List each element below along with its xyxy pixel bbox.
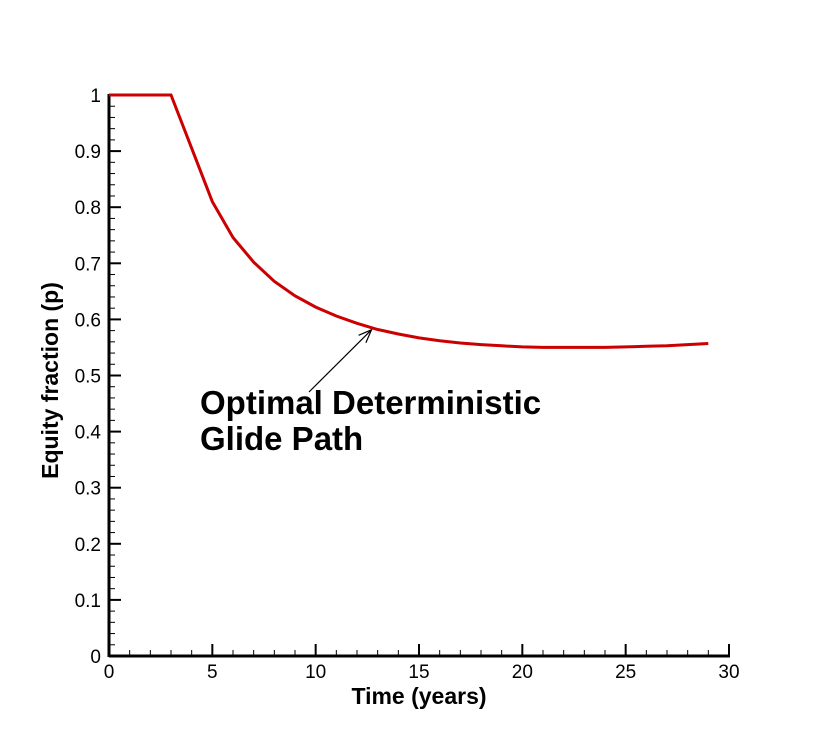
annotation-arrow xyxy=(308,329,372,393)
y-tick-label: 0.8 xyxy=(75,198,101,219)
y-tick-label: 0.6 xyxy=(75,310,101,331)
y-tick-label: 0.1 xyxy=(75,591,101,612)
y-tick-label: 0.9 xyxy=(75,142,101,163)
annotation-line-1: Optimal Deterministic xyxy=(200,384,541,421)
annotation-arrowhead xyxy=(358,328,373,343)
y-tick-label: 0.4 xyxy=(75,423,102,444)
y-tick-label: 0.7 xyxy=(75,254,101,275)
glide-path-line xyxy=(109,93,709,349)
y-tick-label: 1 xyxy=(90,86,101,107)
x-tick-label: 5 xyxy=(207,662,218,683)
y-tick-label: 0.5 xyxy=(75,367,101,388)
x-tick-label: 0 xyxy=(104,662,115,683)
y-tick-label: 0 xyxy=(90,647,101,668)
x-tick-label: 15 xyxy=(408,662,429,683)
y-tick-label: 0.2 xyxy=(75,535,101,556)
x-tick-label: 25 xyxy=(615,662,636,683)
annotation-line-2: Glide Path xyxy=(200,420,363,457)
y-tick-labels: 0 0.1 0.2 0.3 0.4 0.5 0.6 0.7 0.8 0.9 1 xyxy=(75,86,102,668)
x-axis-title: Time (years) xyxy=(351,683,486,709)
x-tick-labels: 0 5 10 15 20 25 30 xyxy=(104,662,740,683)
y-tick-label: 0.3 xyxy=(75,479,101,500)
major-ticks xyxy=(108,94,730,657)
y-axis-title: Equity fraction (p) xyxy=(37,282,63,479)
x-tick-label: 30 xyxy=(718,662,739,683)
x-tick-label: 20 xyxy=(512,662,533,683)
x-tick-label: 10 xyxy=(305,662,326,683)
minor-ticks xyxy=(109,105,709,656)
